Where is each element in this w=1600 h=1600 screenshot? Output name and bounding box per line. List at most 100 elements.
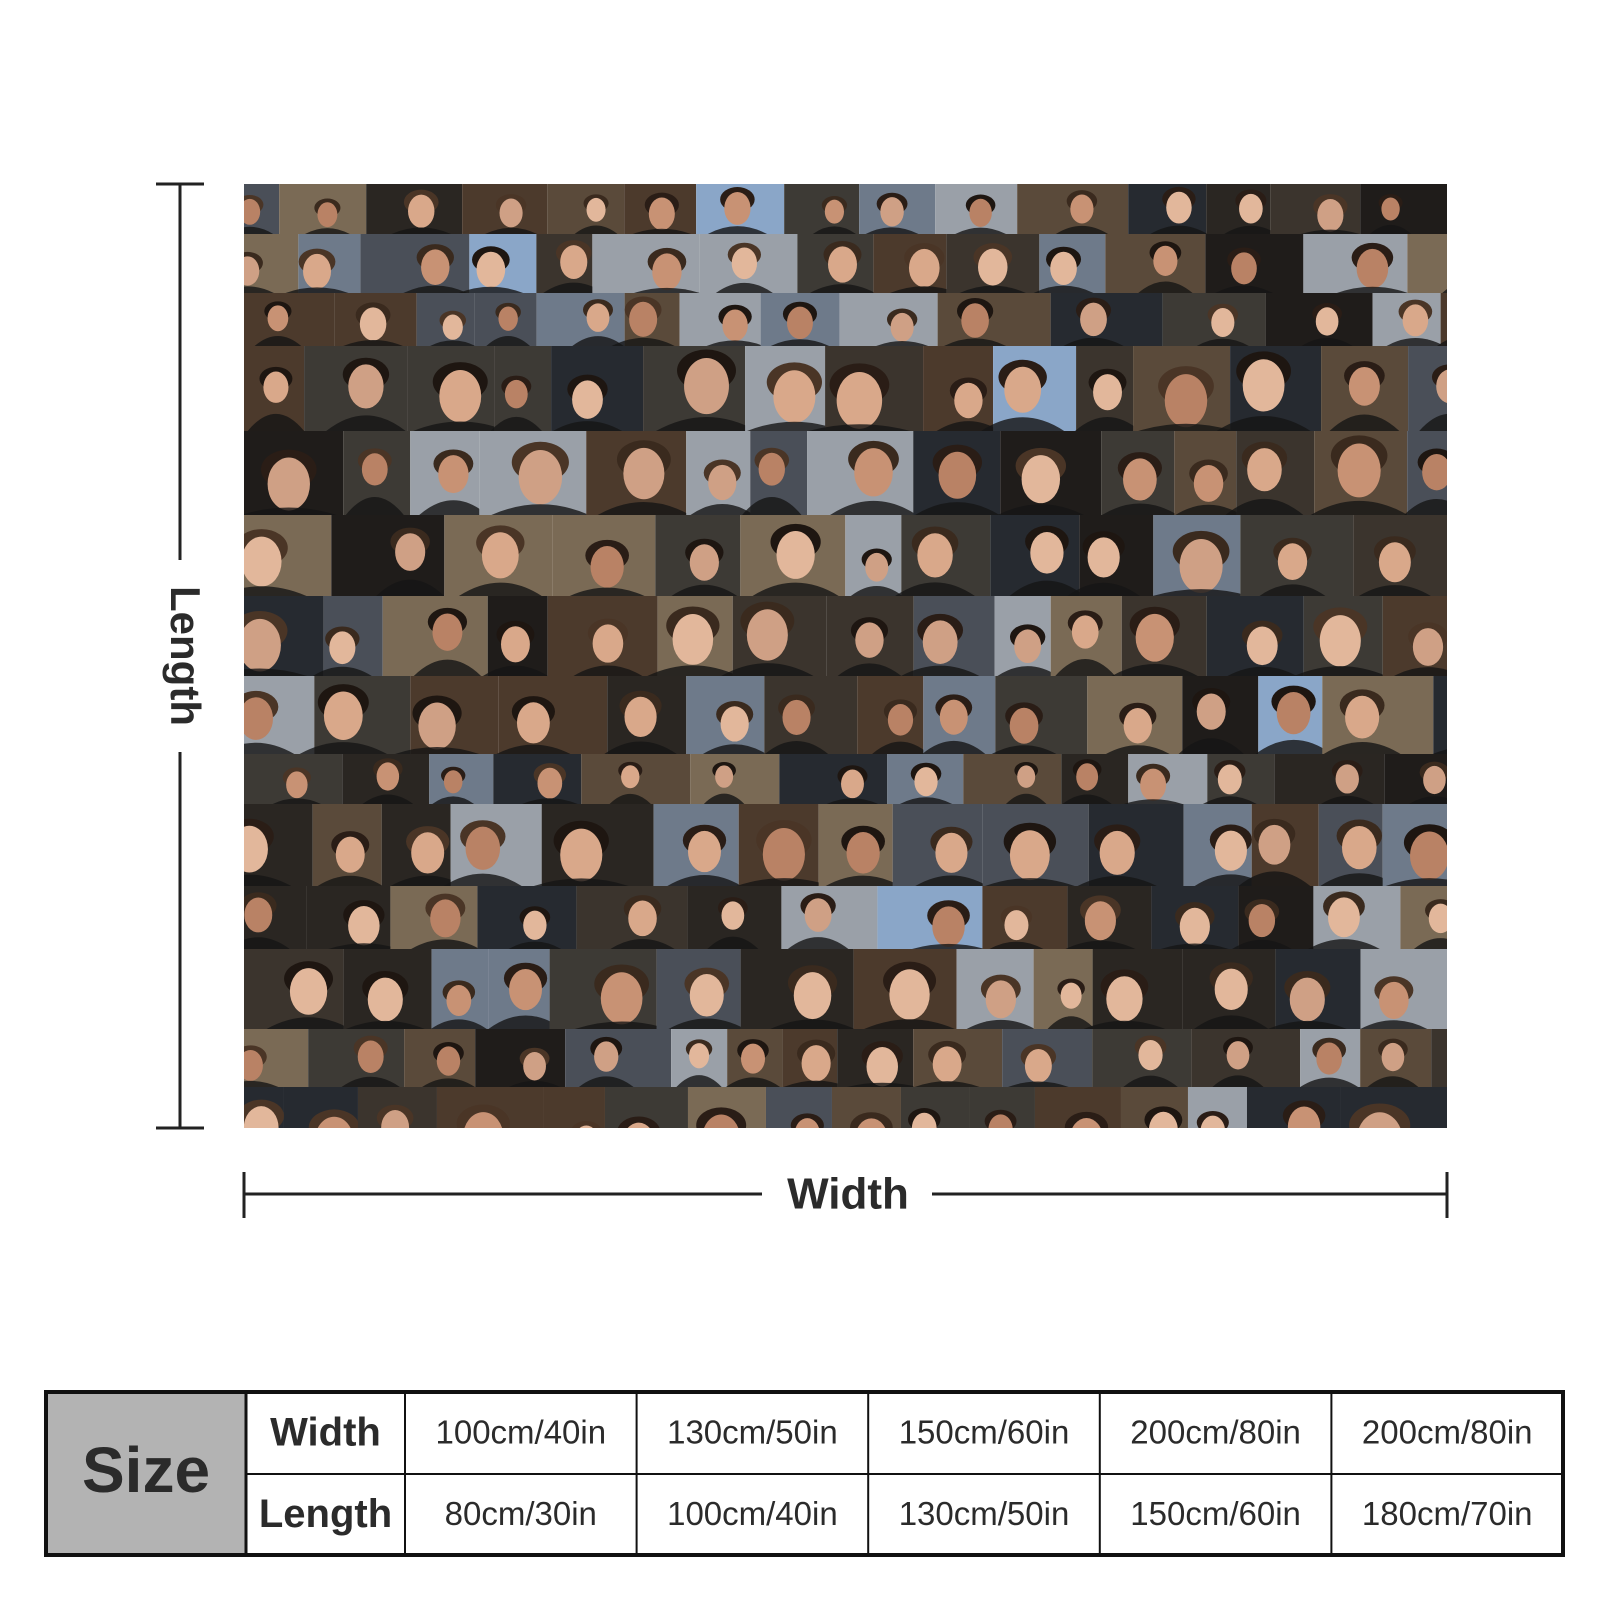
photo-body bbox=[1005, 793, 1047, 804]
photo-face bbox=[586, 197, 606, 222]
photo-face bbox=[880, 197, 904, 227]
photo-body bbox=[490, 416, 542, 431]
photo-body bbox=[830, 500, 917, 515]
photo-face bbox=[1276, 691, 1311, 735]
photo-face bbox=[1164, 374, 1208, 428]
size-value: 80cm/30in bbox=[445, 1495, 597, 1532]
photo-face bbox=[786, 306, 813, 340]
photo-body bbox=[1308, 939, 1380, 949]
photo-face bbox=[244, 256, 260, 286]
photo-face bbox=[418, 702, 456, 750]
photo-face bbox=[442, 314, 463, 340]
photo-body bbox=[1462, 1079, 1524, 1087]
photo-body bbox=[915, 875, 988, 886]
photo-face bbox=[1193, 465, 1224, 502]
photo-face bbox=[1381, 197, 1400, 221]
photo-face bbox=[518, 449, 563, 505]
photo-tile bbox=[1340, 1087, 1447, 1128]
photo-body bbox=[244, 937, 290, 949]
size-value: 180cm/70in bbox=[1362, 1495, 1533, 1532]
photo-face bbox=[1239, 193, 1263, 224]
photo-face bbox=[672, 614, 714, 665]
photo-face bbox=[828, 246, 857, 283]
photo-body bbox=[1131, 1157, 1196, 1174]
photo-face bbox=[1166, 191, 1192, 224]
photo-face bbox=[684, 357, 729, 415]
photo-body bbox=[1075, 417, 1141, 431]
photo-face bbox=[1004, 910, 1029, 941]
photo-face bbox=[1358, 1112, 1401, 1128]
photo-body bbox=[390, 875, 465, 886]
photo-body bbox=[725, 1077, 781, 1087]
photo-face bbox=[1348, 366, 1380, 406]
photo-tile bbox=[831, 1087, 901, 1128]
photo-body bbox=[1105, 745, 1170, 754]
photo-body bbox=[244, 668, 308, 676]
photo-body bbox=[864, 1019, 955, 1029]
photo-face bbox=[1341, 825, 1377, 870]
photo-face bbox=[917, 533, 953, 578]
photo-face bbox=[1277, 543, 1308, 580]
photo-body bbox=[1055, 225, 1109, 234]
photo-face bbox=[244, 618, 281, 672]
photo-body bbox=[770, 339, 830, 346]
photo-face bbox=[855, 622, 884, 658]
photo-body bbox=[671, 584, 738, 596]
photo-face bbox=[1024, 1048, 1052, 1083]
photo-body bbox=[610, 939, 675, 949]
photo-tile bbox=[1431, 1029, 1447, 1087]
photo-face bbox=[629, 301, 658, 337]
photo-face bbox=[708, 464, 737, 501]
photo-body bbox=[900, 665, 980, 676]
photo-face bbox=[579, 1125, 593, 1128]
photo-body bbox=[955, 227, 1006, 234]
photo-body bbox=[247, 413, 305, 431]
photo-body bbox=[736, 878, 832, 886]
photo-face bbox=[1423, 765, 1446, 795]
photo-face bbox=[978, 248, 1008, 286]
photo-body bbox=[872, 741, 929, 754]
photo-body bbox=[770, 1019, 855, 1029]
photo-body bbox=[458, 582, 542, 596]
size-value: 200cm/80in bbox=[1362, 1414, 1533, 1451]
photo-body bbox=[604, 741, 677, 754]
photo-tile bbox=[536, 293, 625, 346]
photo-face bbox=[1021, 455, 1061, 504]
photo-body bbox=[876, 340, 929, 346]
photo-face bbox=[1335, 764, 1359, 794]
photo-face bbox=[600, 972, 643, 1025]
photo-body bbox=[826, 798, 879, 804]
photo-body bbox=[496, 744, 571, 754]
photo-face bbox=[244, 536, 282, 587]
photo-tile bbox=[1360, 184, 1447, 234]
photo-body bbox=[1047, 1016, 1095, 1029]
photo-face bbox=[724, 191, 751, 225]
photo-face bbox=[722, 309, 748, 342]
photo-body bbox=[432, 796, 475, 804]
photo-body bbox=[678, 1163, 764, 1174]
photo-face bbox=[1080, 302, 1107, 337]
photo-body bbox=[676, 1075, 722, 1087]
photo-face bbox=[504, 379, 528, 409]
photo-face bbox=[1017, 765, 1036, 788]
photo-face bbox=[1337, 443, 1381, 498]
photo-face bbox=[1084, 901, 1116, 941]
photo-body bbox=[1067, 582, 1140, 596]
photo-face bbox=[804, 898, 832, 932]
photo-face bbox=[436, 1046, 461, 1076]
photo-face bbox=[1248, 904, 1276, 938]
photo-face bbox=[836, 371, 883, 429]
photo-body bbox=[899, 797, 953, 804]
photo-body bbox=[1101, 503, 1178, 515]
photo-face bbox=[1149, 1111, 1178, 1128]
photo-face bbox=[395, 533, 426, 571]
photo-body bbox=[1008, 1081, 1069, 1087]
photo-face bbox=[908, 248, 940, 288]
photo-body bbox=[403, 285, 468, 293]
photo-body bbox=[1033, 285, 1094, 293]
photo-tile bbox=[969, 1087, 1035, 1128]
photo-face bbox=[1138, 1039, 1163, 1071]
photo-tile bbox=[900, 1087, 970, 1128]
